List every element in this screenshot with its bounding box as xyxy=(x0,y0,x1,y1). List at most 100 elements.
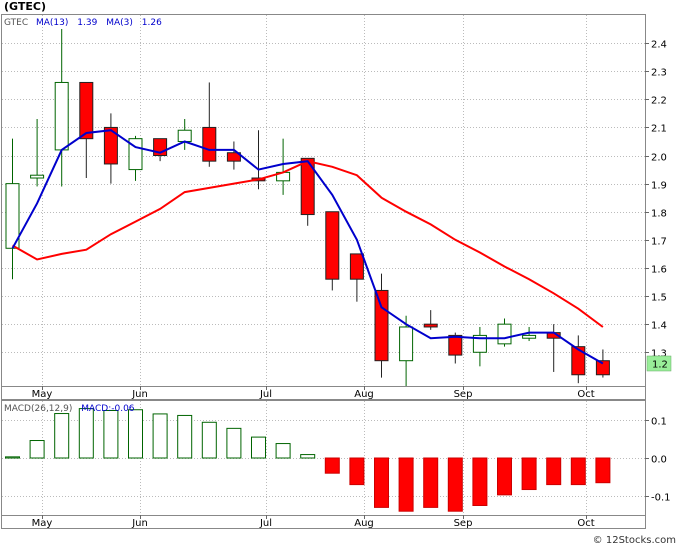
month-label: Sep xyxy=(454,518,473,529)
candle xyxy=(522,326,537,342)
price-tick-label: 1.4 xyxy=(651,321,667,332)
candle-body xyxy=(177,129,192,142)
last-price-label: 1.2 xyxy=(652,360,668,371)
macd-bars xyxy=(5,408,611,512)
price-tick-label: 2.4 xyxy=(651,40,667,51)
price-candles xyxy=(5,29,610,386)
macd-bar xyxy=(5,456,20,459)
macd-bar xyxy=(201,421,217,459)
macd-bar xyxy=(324,457,340,474)
candle-body xyxy=(226,152,241,162)
month-label: Jun xyxy=(131,389,148,400)
candle-body xyxy=(374,289,389,362)
candle xyxy=(349,253,364,302)
candle-body xyxy=(571,346,586,376)
macd-bar xyxy=(152,413,168,459)
month-label: May xyxy=(32,518,53,529)
price-tick-label: 1.5 xyxy=(651,293,667,304)
macd-bar xyxy=(128,409,143,459)
legend-ticker: GTEC xyxy=(4,18,28,28)
candle xyxy=(374,273,389,378)
macd-bar xyxy=(521,457,537,491)
candle-body xyxy=(349,253,364,280)
macd-legend: MACD(26,12,9) MACD:-0.06 xyxy=(4,404,135,414)
month-label: May xyxy=(32,389,53,400)
macd-bar xyxy=(275,443,291,459)
month-label: Aug xyxy=(354,518,374,529)
ma3-line xyxy=(11,129,604,365)
candle xyxy=(472,326,487,367)
candle xyxy=(399,315,414,386)
watermark: © 12Stocks.com xyxy=(593,535,676,546)
price-tick-label: 2.1 xyxy=(651,124,667,135)
macd-bar xyxy=(423,457,439,508)
macd-bar xyxy=(349,457,365,486)
price-tick-label: 1.7 xyxy=(651,237,667,248)
price-tick-label: 2.2 xyxy=(651,96,667,107)
candle xyxy=(103,113,118,184)
candle xyxy=(202,82,217,167)
macd-bar xyxy=(546,457,562,486)
month-label: Oct xyxy=(577,389,594,400)
macd-bar xyxy=(472,457,488,506)
candle xyxy=(423,310,438,330)
price-y-axis: 2.4 2.3 2.2 2.1 2.0 1.9 1.8 1.7 1.6 1.5 1.4 1.3 xyxy=(645,40,667,360)
macd-bar xyxy=(595,457,611,484)
candle-body xyxy=(497,323,512,345)
price-tick-label: 1.8 xyxy=(651,209,667,220)
price-gridlines xyxy=(2,15,645,386)
candle-body xyxy=(79,81,94,140)
macd-y-axis: 0.1 0.0 -0.1 xyxy=(645,417,671,504)
macd-tick-label: -0.1 xyxy=(651,493,671,504)
macd-bar xyxy=(54,413,70,459)
macd-bar xyxy=(447,457,463,512)
candle xyxy=(5,138,20,280)
price-tick-label: 2.3 xyxy=(651,68,667,79)
candle-body xyxy=(472,334,487,353)
candle-body xyxy=(595,360,610,376)
macd-bar xyxy=(251,436,266,459)
macd-month-axis-strip xyxy=(1,515,646,529)
candle xyxy=(325,211,340,291)
candle xyxy=(571,335,586,384)
macd-bar xyxy=(78,408,94,459)
chart-title: (GTEC) xyxy=(4,0,46,13)
macd-bar xyxy=(226,427,242,459)
candle xyxy=(54,29,69,187)
candle-body xyxy=(128,138,143,171)
month-label: Jul xyxy=(259,518,272,529)
month-label: Aug xyxy=(354,389,374,400)
macd-legend-value: MACD:-0.06 xyxy=(81,404,135,414)
candle xyxy=(300,157,315,226)
candle-body xyxy=(103,126,118,165)
candle-body xyxy=(423,323,438,328)
price-month-labels: May Jun Jul Aug Sep Oct xyxy=(32,386,595,400)
macd-bar xyxy=(374,457,389,508)
price-month-axis-strip xyxy=(1,386,646,400)
month-label: Jul xyxy=(259,389,272,400)
macd-bar xyxy=(177,414,193,459)
legend-ma3-value: 1.26 xyxy=(142,18,162,28)
month-label: Oct xyxy=(577,518,594,529)
last-price-badge xyxy=(646,355,672,372)
month-label: Jun xyxy=(131,518,148,529)
macd-tick-label: 0.0 xyxy=(651,455,667,466)
candle-body xyxy=(325,211,340,280)
candle-body xyxy=(300,157,315,216)
macd-bar xyxy=(300,454,316,459)
macd-tick-label: 0.1 xyxy=(651,417,667,428)
candle xyxy=(226,141,241,170)
candle-body xyxy=(522,334,537,339)
month-label: Sep xyxy=(454,389,473,400)
legend-ma13-label: MA(13) xyxy=(36,18,68,28)
candle-body xyxy=(448,334,463,356)
candle xyxy=(79,81,94,179)
candle xyxy=(128,135,143,181)
candle-body xyxy=(54,81,69,151)
macd-bar xyxy=(497,457,512,496)
price-tick-label: 1.3 xyxy=(651,349,667,360)
macd-legend-label: MACD(26,12,9) xyxy=(4,404,72,414)
candle-body xyxy=(30,174,45,179)
macd-bar xyxy=(570,457,586,486)
